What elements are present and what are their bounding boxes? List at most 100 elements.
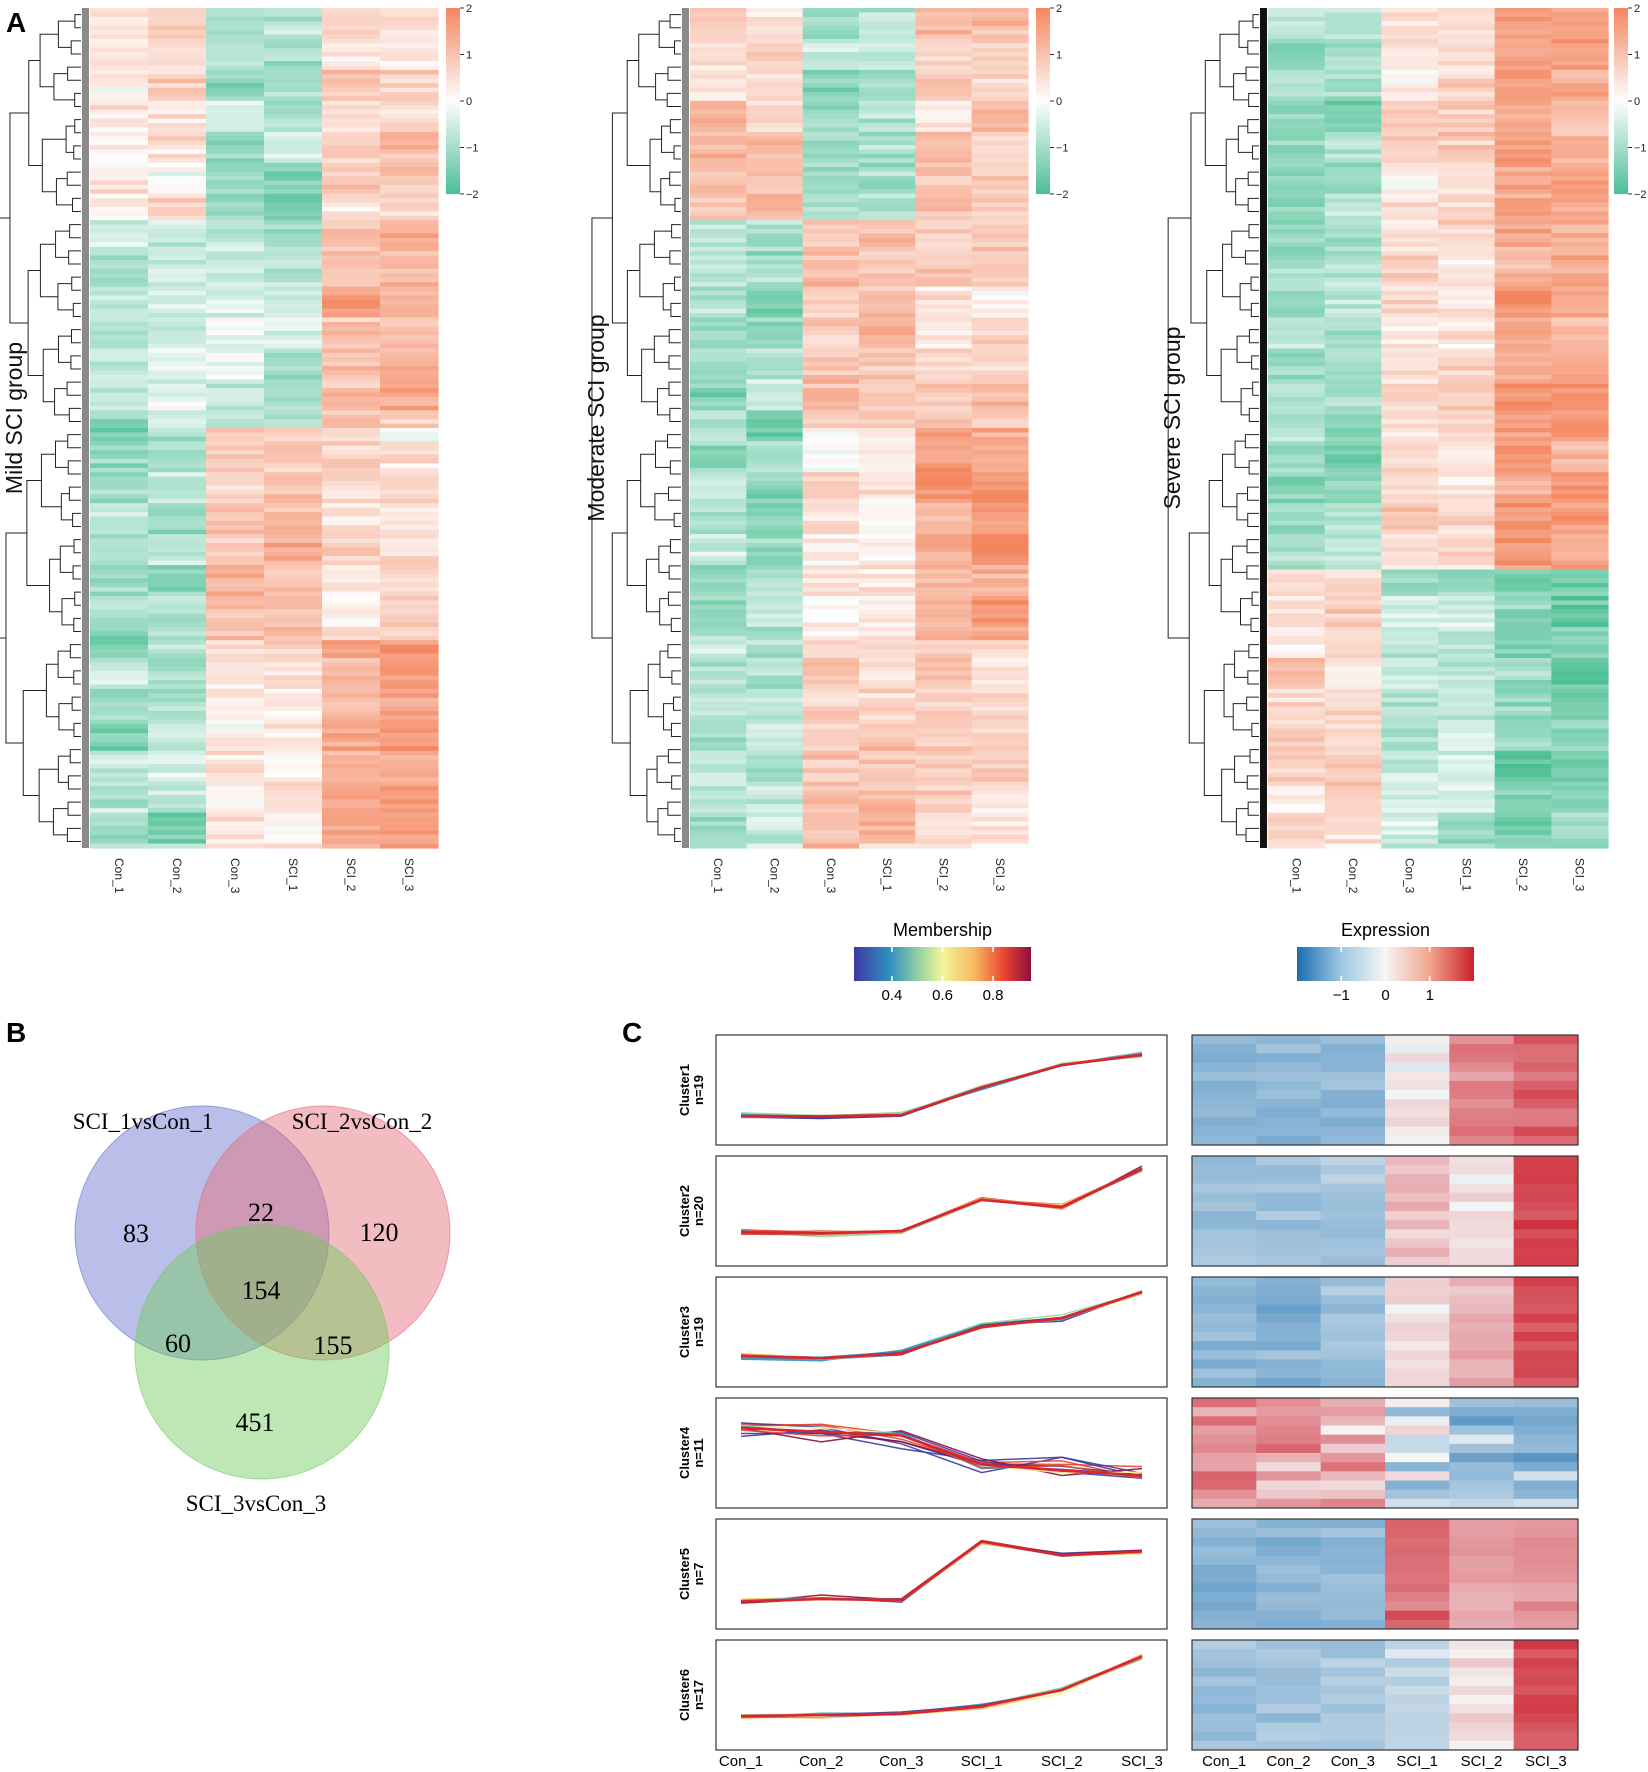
cluster-heat-cell [1449,1192,1515,1203]
heatmap-cell [206,476,265,482]
heatmap-cell [690,264,747,270]
heatmap-cell [148,69,207,75]
cluster-heat-cell [1192,1071,1257,1082]
heatmap-cell [264,759,323,765]
heatmap-cell [380,299,439,305]
heatmap-cell [971,260,1029,266]
heatmap-cell [264,176,323,182]
heatmap-cell [1494,114,1552,120]
heatmap-cell [1551,609,1609,615]
heatmap-cell [1324,38,1382,44]
heatmap-cell [1494,693,1552,699]
heatmap-cell [90,467,149,473]
heatmap-cell [1381,383,1439,389]
cluster-heat-cell [1513,1108,1579,1118]
heatmap-cell [90,724,149,730]
heatmap-cell [1438,366,1496,372]
heatmap-cell [90,790,149,796]
heatmap-cell [690,74,747,80]
heatmap-cell [1494,458,1552,464]
heatmap-cell [915,631,973,637]
heatmap-cell [1551,450,1609,456]
heatmap-cell [915,454,973,460]
heatmap-cell [1438,237,1496,243]
heatmap-cell [148,768,207,774]
heatmap-cell [746,741,804,747]
heatmap-cell [90,100,149,106]
heatmap-cell [1551,671,1609,677]
heatmap-cell [1551,467,1609,473]
heatmap-cell [746,498,804,504]
heatmap-cell [90,481,149,487]
heatmap-cell [1551,326,1609,332]
heatmap-cell [1551,436,1609,442]
cluster-heat-cell [1256,1192,1322,1203]
heatmap-cell [322,635,381,641]
heatmap-cell [264,242,323,248]
heatmap-cell [1268,131,1326,137]
dendrogram-branch [649,138,662,193]
heatmap-cell [802,52,860,58]
dendrogram-branch [1247,40,1259,55]
heatmap-cell [148,206,207,212]
cluster-heat-cell [1385,1731,1450,1742]
heatmap-cell [802,534,860,540]
heatmap-cell [322,260,381,266]
heatmap-cell [915,702,973,708]
heatmap-cell [206,609,265,615]
heatmap-cell [264,578,323,584]
cluster-heat-cell [1320,1117,1386,1128]
heatmap-cell [690,229,747,235]
heatmap-cell [380,313,439,319]
heatmap-cell [90,635,149,641]
cluster-heat-cell [1192,1035,1257,1045]
cluster-heat-cell [1192,1044,1257,1054]
heatmap-cell [1438,251,1496,257]
heatmap-cell [915,193,973,199]
dendrogram-branch [1251,591,1259,606]
heatmap-cell [380,87,439,93]
heatmap-cell [1324,339,1382,345]
heatmap-cell [90,109,149,115]
heatmap-cell [1324,127,1382,133]
dendrogram-branch [659,598,672,626]
heatmap-cell [1438,830,1496,836]
cluster-heat-cell [1385,1071,1450,1082]
heatmap-cell [1268,609,1326,615]
heatmap-cell [148,16,207,22]
heatmap-cell [690,777,747,783]
heatmap-cell [1324,87,1382,93]
heatmap-cell [690,317,747,323]
heatmap-cell [859,260,916,266]
heatmap-cell [148,821,207,827]
heatmap-cell [322,370,381,376]
heatmap-cell [380,105,439,111]
dendrogram-branch [66,827,81,842]
heatmap-cell [322,746,381,752]
heatmap-cell [206,834,265,840]
heatmap-cell [746,388,804,394]
heatmap-cell [206,534,265,540]
cluster-heat-cell [1256,1359,1322,1370]
heatmap-cell [746,114,804,120]
column-label: SCI_3 [1573,858,1587,892]
heatmap-cell [1381,295,1439,301]
heatmap-cell [690,591,747,597]
heatmap-cell [915,644,973,650]
heatmap-cell [206,251,265,257]
heatmap-cell [859,516,916,522]
heatmap-cell [322,206,381,212]
dendrogram-branch [671,775,681,790]
heatmap-cell [1381,675,1439,681]
heatmap-cell [1324,715,1382,721]
heatmap-cell [915,825,973,831]
heatmap-cell [859,25,916,31]
heatmap-cell [859,560,916,566]
heatmap-cell [1381,631,1439,637]
column-label: Con_1 [112,858,126,894]
heatmap-cell [264,635,323,641]
cluster-heat-cell [1256,1398,1322,1408]
heatmap-cell [1438,189,1496,195]
heatmap-cell [802,436,860,442]
heatmap-cell [90,772,149,778]
